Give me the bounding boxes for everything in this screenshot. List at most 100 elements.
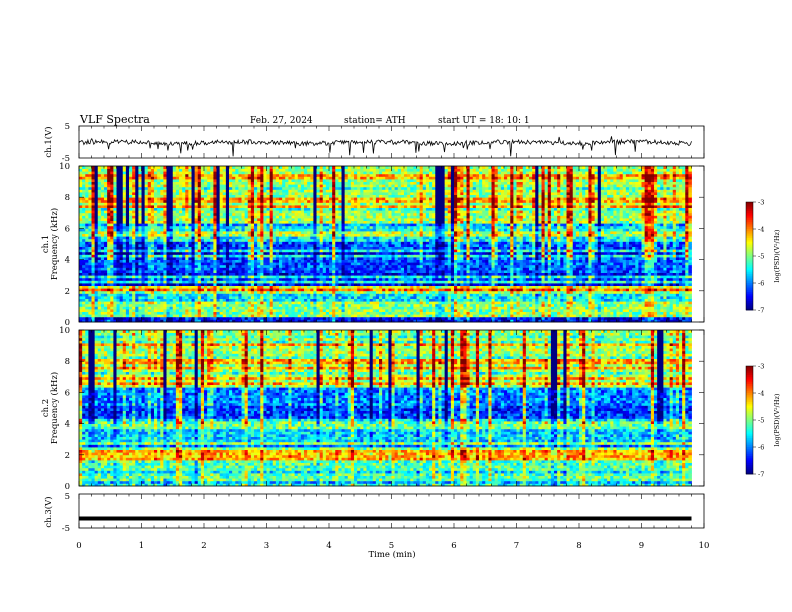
spectrogram-cell [404, 314, 408, 317]
spectrogram-cell [454, 296, 458, 299]
spectrogram-cell [298, 291, 302, 294]
spectrogram-cell [438, 301, 442, 304]
spectrogram-cell [642, 314, 646, 317]
spectrogram-cell [242, 306, 246, 309]
spectrogram-cell [285, 293, 289, 296]
spectrogram-cell [398, 286, 402, 289]
spectrogram-cell [310, 293, 314, 296]
spectrogram-cell [404, 304, 408, 307]
spectrogram-cell [313, 317, 317, 320]
spectrogram-cell [298, 293, 302, 296]
spectrogram-cell [126, 293, 130, 296]
spectrogram-cell [170, 304, 174, 307]
spectrogram-cell [529, 314, 533, 317]
spectrogram-cell [598, 283, 602, 286]
spectrogram-cell [448, 301, 452, 304]
spectrogram-cell [167, 301, 171, 304]
spectrogram-cell [382, 317, 386, 320]
spectrogram-cell [670, 312, 674, 315]
spectrogram-cell [520, 304, 524, 307]
spectrogram-cell [560, 296, 564, 299]
spectrogram-cell [551, 286, 555, 289]
spectrogram-cell [295, 286, 299, 289]
spectrogram-cell [257, 293, 261, 296]
spectrogram-cell [604, 288, 608, 291]
spectrogram-cell [170, 288, 174, 291]
spectrogram-cell [120, 288, 124, 291]
spectrogram-cell [345, 317, 349, 320]
spectrogram-cell [420, 301, 424, 304]
spectrogram-cell [101, 309, 105, 312]
spectrogram-cell [545, 296, 549, 299]
spectrogram-cell [329, 296, 333, 299]
spectrogram-cell [129, 317, 133, 320]
spectrogram-cell [182, 299, 186, 302]
spectrogram-cell [92, 296, 96, 299]
spectrogram-cell [392, 288, 396, 291]
spectrogram-cell [217, 304, 221, 307]
spectrogram-cell [629, 293, 633, 296]
spectrogram-cell [263, 304, 267, 307]
spectrogram-cell [363, 283, 367, 286]
spectrogram-cell [585, 299, 589, 302]
spectrogram-cell [167, 304, 171, 307]
spectrogram-cell [632, 288, 636, 291]
spectrogram-cell [323, 288, 327, 291]
spectrogram-cell [429, 288, 433, 291]
spectrogram-cell [163, 296, 167, 299]
spectrogram-cell [92, 301, 96, 304]
spectrogram-cell [613, 296, 617, 299]
spectrogram-cell [260, 280, 264, 283]
spectrogram-cell [401, 312, 405, 315]
spectrogram-cell [576, 286, 580, 289]
spectrogram-cell [317, 288, 321, 291]
spectrogram-cell [545, 283, 549, 286]
spectrogram-cell [242, 312, 246, 315]
spectrogram-cell [467, 317, 471, 320]
spectrogram-cell [248, 286, 252, 289]
spectrogram-cell [385, 314, 389, 317]
spectrogram-cell [148, 306, 152, 309]
spectrogram-cell [98, 317, 102, 320]
spectrogram-cell [276, 301, 280, 304]
spectrogram-cell [617, 317, 621, 320]
spectrogram-cell [623, 301, 627, 304]
spectrogram-cell [235, 296, 239, 299]
spectrogram-cell [545, 314, 549, 317]
spectrogram-cell [507, 296, 511, 299]
spectrogram-cell [442, 306, 446, 309]
spectrogram-cell [526, 296, 530, 299]
spectrogram-cell [607, 314, 611, 317]
spectrogram-cell [354, 291, 358, 294]
spectrogram-cell [232, 288, 236, 291]
spectrogram-cell [320, 304, 324, 307]
spectrogram-cell [654, 288, 658, 291]
spectrogram-cell [182, 317, 186, 320]
spectrogram-cell [588, 301, 592, 304]
spectrogram-cell [257, 301, 261, 304]
spectrogram-cell [323, 314, 327, 317]
spectrogram-cell [357, 286, 361, 289]
spectrogram-cell [435, 309, 439, 312]
spectrogram-cell [220, 286, 224, 289]
spectrogram-cell [92, 293, 96, 296]
spectrogram-cell [410, 283, 414, 286]
spectrogram-cell [651, 314, 655, 317]
spectrogram-cell [579, 299, 583, 302]
spectrogram-cell [110, 296, 114, 299]
spectrogram-cell [392, 301, 396, 304]
spectrogram-cell [520, 317, 524, 320]
spectrogram-cell [213, 312, 217, 315]
spectrogram-cell [167, 291, 171, 294]
spectrogram-cell [163, 288, 167, 291]
spectrogram-cell [360, 312, 364, 315]
spectrogram-cell [288, 317, 292, 320]
spectrogram-cell [298, 296, 302, 299]
spectrogram-cell [576, 291, 580, 294]
spectrogram-cell [192, 306, 196, 309]
spectrogram-cell [629, 291, 633, 294]
spectrogram-cell [92, 299, 96, 302]
spectrogram-cell [482, 286, 486, 289]
spectrogram-cell [585, 296, 589, 299]
spectrogram-cell [317, 309, 321, 312]
